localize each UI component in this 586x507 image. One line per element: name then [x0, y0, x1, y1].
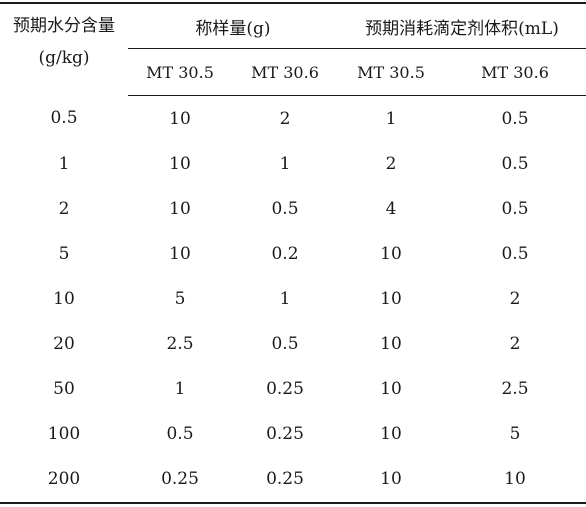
table-body: 0.5 10 2 1 0.5 1 10 1 2 0.5 2 10 0.5 4 0… — [0, 96, 586, 504]
cell-weight-mt306: 0.25 — [232, 456, 338, 504]
cell-volume-mt305: 4 — [385, 198, 397, 219]
table-row: 0.5 10 2 1 0.5 — [0, 96, 586, 142]
table-row: 5 10 0.2 10 0.5 — [0, 231, 586, 276]
cell-volume-mt305: 10 — [380, 288, 402, 309]
cell-weight-mt305: 2.5 — [166, 334, 194, 355]
cell-water-content: 1 — [58, 153, 70, 174]
cell-volume-mt305: 10 — [380, 334, 402, 355]
cell-volume-mt306: 0.5 — [501, 198, 529, 219]
cell-weight-mt306: 1 — [279, 153, 291, 174]
cell-volume-mt305: 10 — [338, 456, 444, 504]
cell-weight-mt305: 10 — [169, 153, 191, 174]
table-row: 100 0.5 0.25 10 5 — [0, 412, 586, 457]
cell-water-content: 100 — [47, 424, 81, 445]
cell-volume-mt306: 2.5 — [501, 379, 529, 400]
table-row: 50 1 0.25 10 2.5 — [0, 367, 586, 412]
cell-weight-mt305: 10 — [169, 108, 191, 129]
sub-header-volume-mt306: MT 30.6 — [444, 48, 586, 96]
cell-water-content: 200 — [0, 456, 128, 504]
sample-weight-group-header: 称样量(g) — [128, 2, 338, 49]
cell-weight-mt305: 1 — [174, 379, 186, 400]
table-row: 2 10 0.5 4 0.5 — [0, 186, 586, 231]
table-header: 预期水分含量 (g/kg) 称样量(g) 预期消耗滴定剂体积(mL) MT 30… — [0, 2, 586, 96]
cell-volume-mt305: 10 — [380, 243, 402, 264]
cell-weight-mt306: 0.5 — [271, 198, 299, 219]
cell-weight-mt305: 0.25 — [128, 456, 232, 504]
cell-volume-mt305: 10 — [380, 424, 402, 445]
cell-volume-mt306: 0.5 — [501, 243, 529, 264]
row-label-line1: 预期水分含量 — [13, 16, 115, 36]
titrant-volume-group-header: 预期消耗滴定剂体积(mL) — [338, 2, 586, 49]
cell-weight-mt305: 5 — [174, 288, 186, 309]
cell-volume-mt306: 10 — [444, 456, 586, 504]
cell-volume-mt306: 2 — [509, 334, 521, 355]
table-row: 1 10 1 2 0.5 — [0, 141, 586, 186]
cell-volume-mt305: 2 — [385, 153, 397, 174]
cell-weight-mt305: 0.5 — [166, 424, 194, 445]
cell-water-content: 5 — [58, 243, 70, 264]
cell-water-content: 20 — [53, 334, 75, 355]
cell-weight-mt306: 0.2 — [271, 243, 299, 264]
cell-volume-mt305: 1 — [385, 108, 397, 129]
cell-weight-mt306: 0.25 — [266, 379, 304, 400]
cell-volume-mt306: 0.5 — [501, 153, 529, 174]
cell-water-content: 10 — [53, 288, 75, 309]
cell-volume-mt306: 0.5 — [501, 108, 529, 129]
sub-header-weight-mt306: MT 30.6 — [232, 48, 338, 96]
table-row: 200 0.25 0.25 10 10 — [0, 456, 586, 504]
cell-water-content: 2 — [58, 198, 70, 219]
cell-weight-mt306: 0.25 — [266, 424, 304, 445]
table-row: 20 2.5 0.5 10 2 — [0, 321, 586, 366]
cell-volume-mt306: 2 — [509, 288, 521, 309]
cell-weight-mt306: 2 — [279, 108, 291, 129]
cell-weight-mt305: 10 — [169, 198, 191, 219]
cell-water-content: 50 — [53, 379, 75, 400]
cell-weight-mt305: 10 — [169, 243, 191, 264]
expected-water-content-header: 预期水分含量 (g/kg) — [0, 2, 128, 96]
cell-volume-mt306: 5 — [509, 424, 521, 445]
cell-weight-mt306: 1 — [279, 288, 291, 309]
table-row: 10 5 1 10 2 — [0, 276, 586, 321]
cell-water-content: 0.5 — [50, 108, 78, 129]
sub-header-weight-mt305: MT 30.5 — [128, 48, 232, 96]
row-label-line2: (g/kg) — [38, 48, 90, 68]
cell-weight-mt306: 0.5 — [271, 334, 299, 355]
sub-header-volume-mt305: MT 30.5 — [338, 48, 444, 96]
cell-volume-mt305: 10 — [380, 379, 402, 400]
